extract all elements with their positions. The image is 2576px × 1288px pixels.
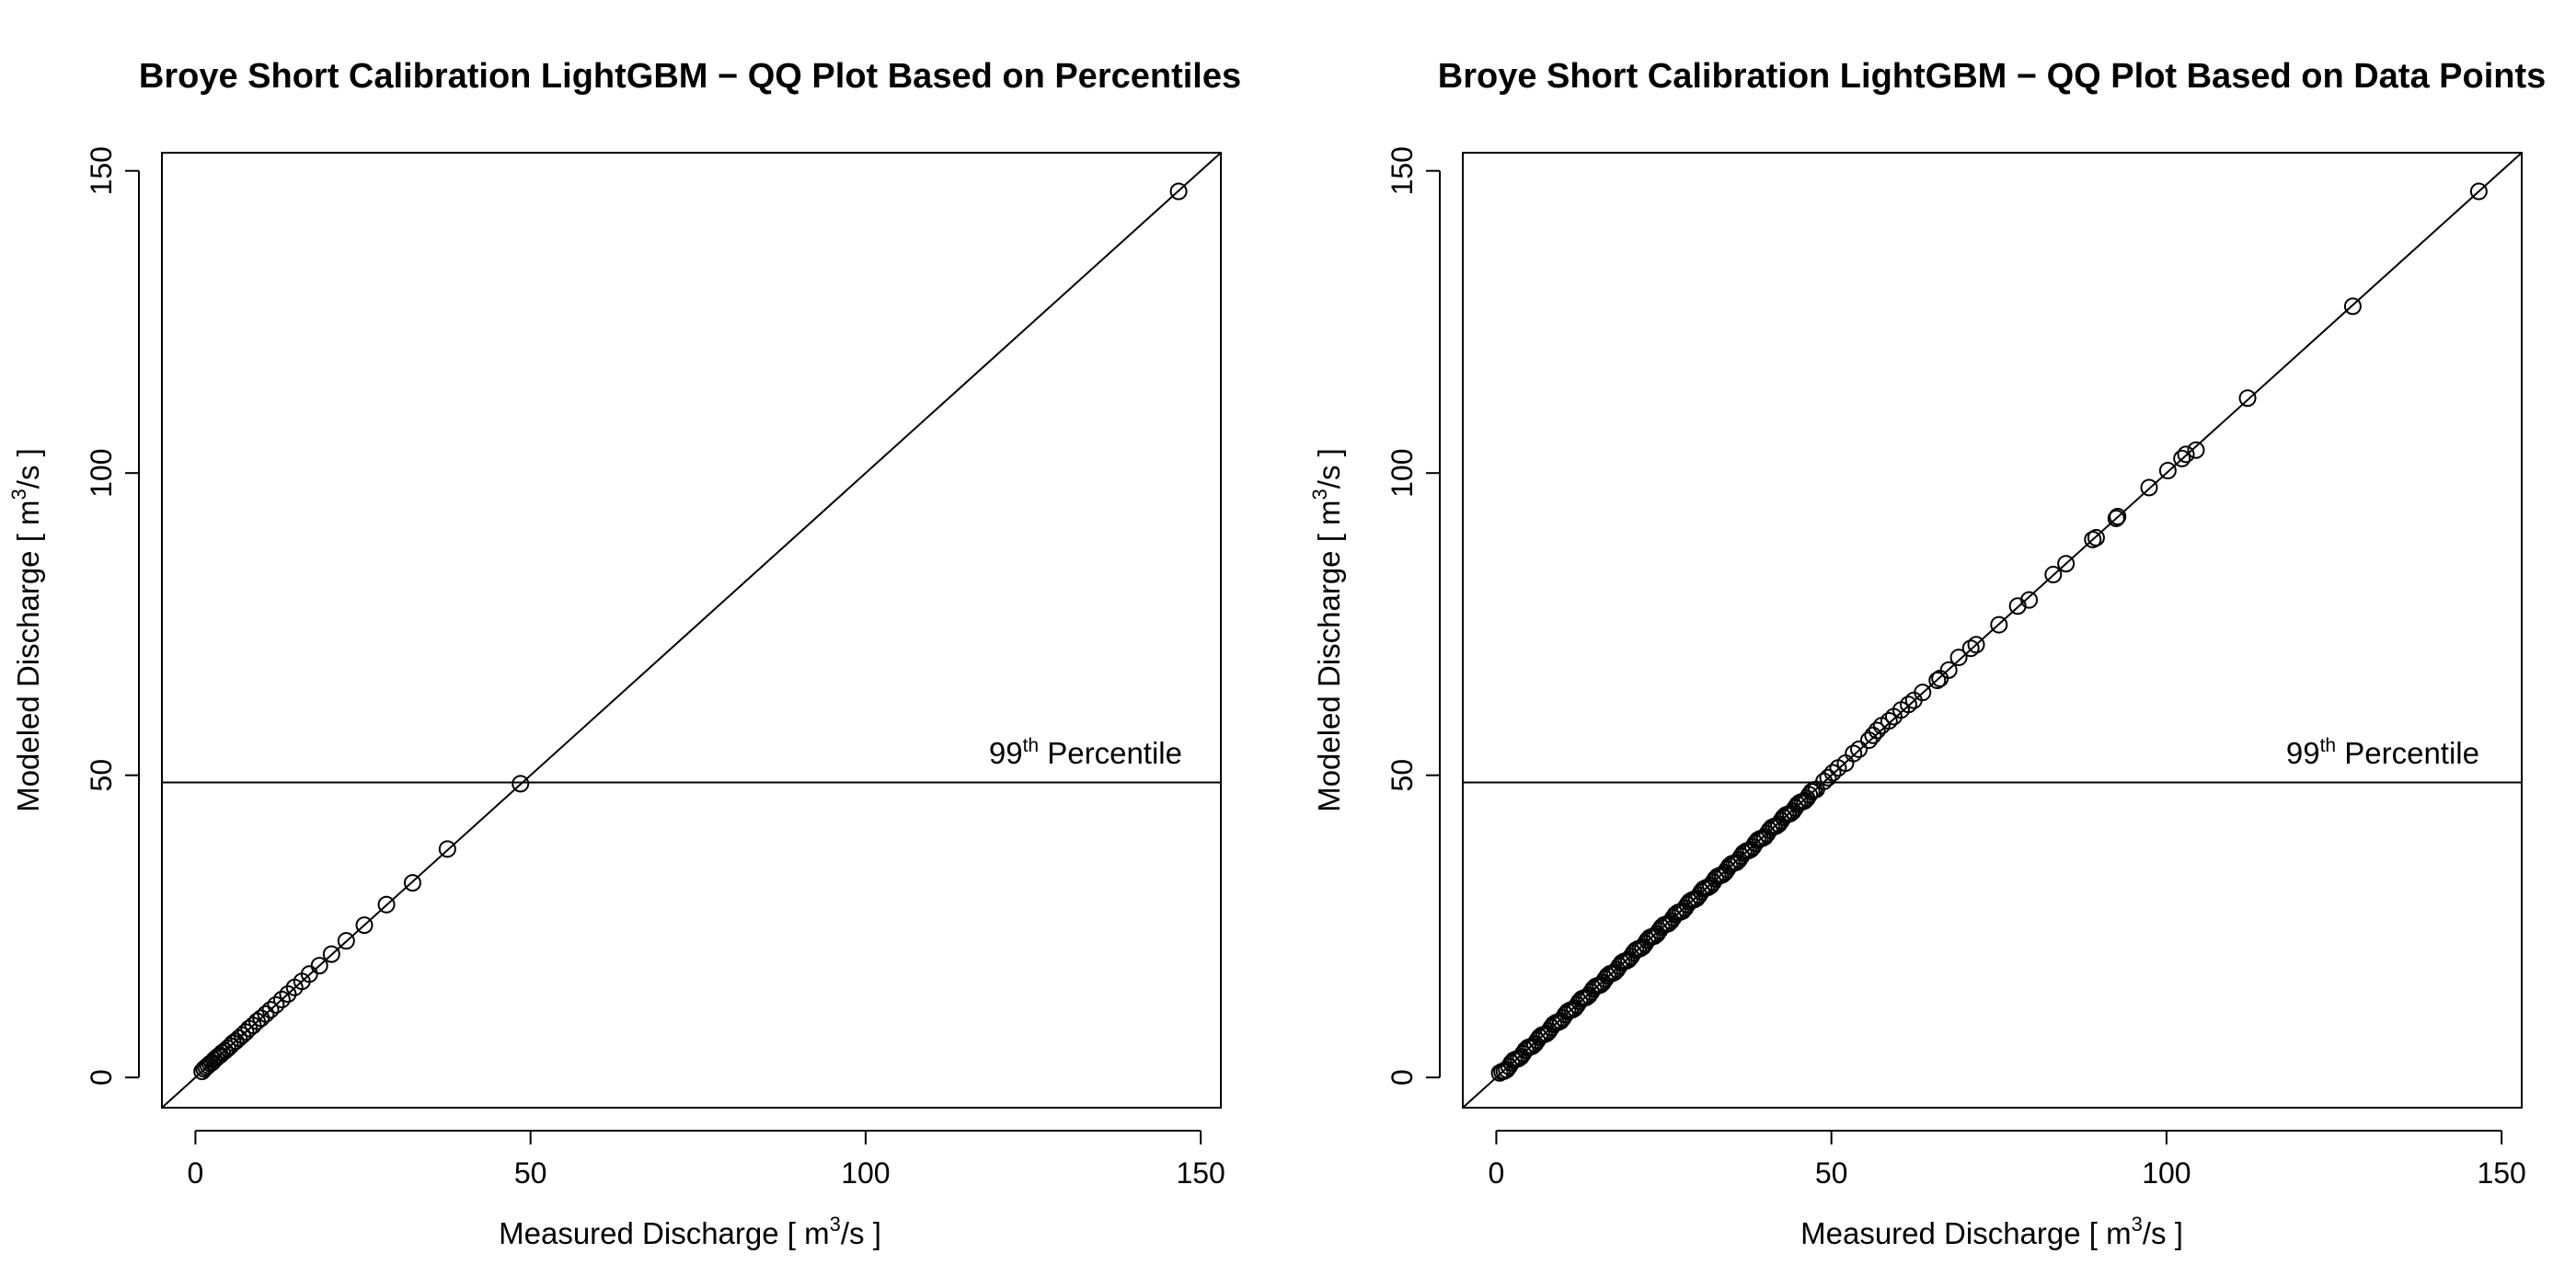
right-data-point	[1845, 744, 1863, 763]
right-x-axis-label: Measured Discharge [ m3/s ]	[1800, 1213, 2183, 1250]
left-x-axis: 0 50 100 150	[188, 1130, 1225, 1190]
left-x-tick-label: 100	[841, 1156, 890, 1190]
right-data-point	[2343, 297, 2362, 316]
right-data-point	[1990, 615, 2008, 634]
right-y-tick-label: 150	[1386, 146, 1419, 195]
right-x-tick-label: 100	[2142, 1156, 2191, 1190]
left-y-tick-label: 50	[85, 759, 118, 792]
right-x-tick-label: 50	[1815, 1156, 1848, 1190]
right-chart-title: Broye Short Calibration LightGBM − QQ Pl…	[1438, 57, 2547, 96]
right-data-point	[1961, 639, 1980, 658]
left-x-tick-label: 150	[1176, 1156, 1225, 1190]
right-data-point	[2084, 530, 2102, 548]
right-data-point	[2469, 182, 2488, 201]
right-data-point	[2107, 509, 2125, 527]
right-data-point	[1949, 649, 1968, 667]
left-y-axis: 0 50 100 150	[85, 146, 140, 1086]
left-data-point	[279, 984, 297, 1003]
right-data-point	[2109, 507, 2127, 525]
right-x-tick-label: 0	[1489, 1156, 1505, 1190]
left-plot-frame	[161, 152, 1222, 1109]
right-data-point	[1868, 721, 1886, 740]
left-reference-line	[161, 152, 1222, 1109]
left-data-point	[377, 895, 396, 914]
left-panel: Broye Short Calibration LightGBM − QQ Pl…	[7, 57, 1241, 1250]
right-data-point	[1914, 684, 1932, 702]
right-x-tick-label: 150	[2477, 1156, 2525, 1190]
right-y-tick-label: 0	[1386, 1069, 1419, 1086]
right-data-point	[1850, 740, 1869, 758]
left-data-point	[310, 957, 328, 975]
right-y-tick-label: 100	[1386, 448, 1419, 497]
left-data-point	[272, 990, 291, 1008]
left-data-point	[300, 965, 318, 983]
left-data-point	[403, 874, 421, 892]
right-data-point	[1823, 764, 1842, 782]
right-data-point	[2177, 445, 2195, 464]
right-data-point	[1899, 696, 1917, 714]
left-y-tick-label: 150	[85, 146, 118, 195]
left-data-point	[257, 1005, 275, 1023]
left-y-tick-label: 0	[85, 1069, 118, 1086]
right-data-point	[2238, 389, 2257, 408]
right-y-axis-label: Modeled Discharge [ m3/s ]	[1308, 448, 1346, 812]
right-y-axis: 0 50 100 150	[1386, 146, 1441, 1086]
left-y-axis-label: Modeled Discharge [ m3/s ]	[7, 448, 45, 812]
right-x-axis: 0 50 100 150	[1489, 1130, 2526, 1190]
right-data-point	[1880, 712, 1898, 730]
right-data-point	[2173, 449, 2191, 467]
left-x-tick-label: 50	[514, 1156, 547, 1190]
left-data-point	[355, 916, 374, 935]
right-data-point	[1939, 661, 1958, 679]
right-plot-frame	[1462, 152, 2523, 1109]
right-data-point	[2087, 528, 2105, 546]
right-data-point	[2140, 478, 2158, 497]
left-data-point	[337, 932, 355, 950]
left-percentile-label: 99th Percentile	[989, 735, 1182, 770]
right-percentile-label: 99th Percentile	[2286, 735, 2479, 770]
right-data-point	[1864, 726, 1882, 744]
left-chart-title: Broye Short Calibration LightGBM − QQ Pl…	[139, 57, 1241, 96]
left-data-point	[322, 945, 340, 963]
right-data-point	[1807, 780, 1825, 799]
right-y-tick-label: 50	[1386, 759, 1419, 792]
left-data-point	[438, 840, 456, 858]
left-y-tick-label: 100	[85, 448, 118, 497]
right-data-point	[1928, 672, 1947, 690]
left-data-point	[512, 775, 530, 793]
left-data-point	[261, 1001, 280, 1019]
right-data-point	[1967, 636, 1985, 654]
left-plot-area	[161, 152, 1222, 1109]
right-data-point	[2057, 555, 2076, 573]
right-plot-area	[1462, 152, 2523, 1109]
left-data-point	[267, 995, 285, 1014]
right-data-point	[2044, 566, 2063, 584]
left-x-axis-label: Measured Discharge [ m3/s ]	[499, 1213, 881, 1250]
right-data-point	[2187, 441, 2205, 459]
right-panel: Broye Short Calibration LightGBM − QQ Pl…	[1308, 57, 2546, 1250]
right-data-point	[2020, 591, 2039, 609]
left-data-point	[1169, 182, 1188, 201]
left-x-tick-label: 0	[188, 1156, 204, 1190]
right-data-point	[1819, 768, 1837, 787]
right-data-point	[2158, 462, 2177, 480]
left-data-point	[233, 1026, 251, 1044]
